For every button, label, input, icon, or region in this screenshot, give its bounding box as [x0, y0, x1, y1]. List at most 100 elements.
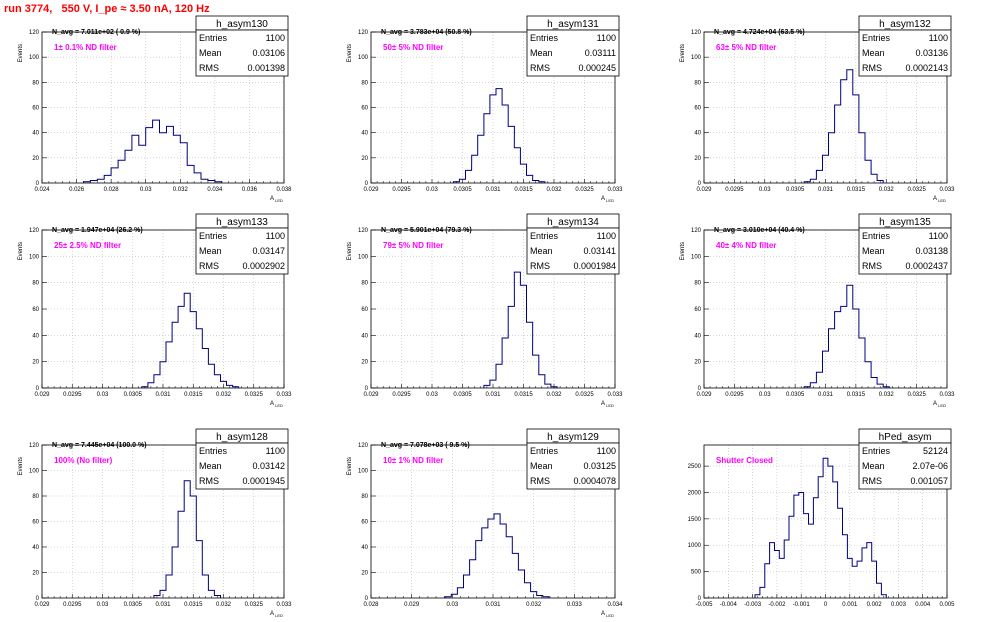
x-tick-label: 0.0315	[184, 392, 203, 398]
y-tick-label: 100	[29, 469, 40, 475]
stats-mean-label: Mean	[199, 246, 222, 256]
x-tick-label: 0.032	[546, 187, 562, 193]
y-tick-label: 100	[29, 55, 40, 61]
histogram-outline	[483, 271, 558, 388]
y-tick-label: 0	[698, 181, 702, 187]
stats-rms-value: 0.001398	[247, 63, 285, 73]
x-tick-label: 0.032	[879, 392, 895, 398]
x-tick-label: 0.0295	[63, 392, 82, 398]
stats-rms-label: RMS	[530, 261, 550, 271]
x-tick-label: 0.031	[818, 187, 834, 193]
stats-box	[858, 227, 952, 275]
stats-entries-label: Entries	[530, 446, 559, 456]
y-tick-label: 0	[365, 181, 369, 187]
stats-rms-value: 0.001057	[910, 476, 948, 486]
histogram-outline	[153, 480, 221, 598]
y-tick-label: 60	[361, 520, 368, 526]
y-tick-label: 1000	[688, 543, 702, 549]
stats-box	[526, 29, 620, 77]
stats-entries-value: 1100	[929, 33, 948, 43]
stats-box	[526, 227, 620, 275]
y-tick-label: 80	[32, 494, 39, 500]
x-tick-label: 0.0315	[514, 392, 533, 398]
x-tick-label: -0.003	[744, 602, 762, 608]
stats-entries-value: 1100	[266, 33, 285, 43]
x-tick-label: 0.003	[891, 602, 907, 608]
filter-label: 50± 5% ND filter	[383, 43, 443, 52]
x-tick-label: 0.0305	[453, 392, 472, 398]
x-tick-label: 0.032	[173, 187, 189, 193]
x-tick-label: -0.001	[793, 602, 811, 608]
navg-annotation: N_avg = 5.901e+04 (79.3 %)	[381, 227, 472, 234]
stats-rms-label: RMS	[530, 63, 550, 73]
y-tick-label: 60	[694, 106, 701, 112]
stats-mean-value: 0.03111	[585, 48, 616, 58]
stats-mean-label: Mean	[862, 246, 885, 256]
stats-entries-value: 1100	[597, 446, 616, 456]
y-tick-label: 120	[691, 228, 702, 234]
stats-entries-label: Entries	[530, 231, 559, 241]
y-axis-label: Events	[347, 457, 353, 475]
y-tick-label: 40	[32, 131, 39, 137]
x-axis-label: A LED	[270, 196, 283, 203]
x-tick-label: 0.0305	[124, 602, 143, 608]
y-tick-label: 20	[694, 156, 701, 162]
filter-label: 79± 5% ND filter	[383, 241, 443, 250]
x-tick-label: 0.0295	[725, 392, 744, 398]
x-axis-label: A LED	[270, 611, 283, 618]
histogram-outline	[444, 513, 550, 598]
x-tick-label: 0.036	[242, 187, 258, 193]
stats-rms-value: 0.0002143	[905, 63, 948, 73]
stats-mean-value: 0.03142	[252, 461, 285, 471]
x-tick-label: 0.0325	[245, 602, 264, 608]
x-tick-label: 0.033	[607, 392, 623, 398]
y-axis-label: Events	[347, 242, 353, 260]
y-tick-label: 100	[358, 469, 369, 475]
histogram-outline	[803, 69, 884, 183]
x-tick-label: 0.032	[526, 602, 542, 608]
stats-entries-label: Entries	[199, 446, 228, 456]
x-tick-label: 0.038	[276, 187, 292, 193]
x-tick-label: 0.0295	[392, 392, 411, 398]
navg-annotation: N_avg = 3.783e+04 (50.8 %)	[381, 29, 472, 36]
y-tick-label: 80	[361, 281, 368, 287]
x-tick-label: 0.03	[759, 187, 771, 193]
y-tick-label: 1500	[688, 517, 702, 523]
x-tick-label: 0.004	[915, 602, 931, 608]
x-tick-label: 0.0295	[392, 187, 411, 193]
stats-box	[195, 442, 289, 490]
x-tick-label: 0.032	[879, 187, 895, 193]
y-tick-label: 60	[361, 307, 368, 313]
y-tick-label: 0	[365, 386, 369, 392]
histogram-outline	[803, 284, 890, 388]
stats-box	[195, 227, 289, 275]
stats-rms-label: RMS	[530, 476, 550, 486]
filter-label: 1± 0.1% ND filter	[54, 43, 117, 52]
run-title: run 3774, 550 V, I_pe ≈ 3.50 nA, 120 Hz	[4, 3, 210, 15]
x-tick-label: 0.0325	[575, 187, 594, 193]
stats-box	[526, 442, 620, 490]
y-tick-label: 2000	[688, 490, 702, 496]
y-axis-label: Events	[18, 242, 24, 260]
y-tick-label: 100	[358, 254, 369, 260]
stats-rms-label: RMS	[199, 261, 219, 271]
x-tick-label: 0.029	[404, 602, 420, 608]
stats-mean-label: Mean	[862, 461, 885, 471]
x-tick-label: 0.0305	[786, 187, 805, 193]
x-tick-label: 0.0305	[453, 187, 472, 193]
x-tick-label: 0.002	[867, 602, 883, 608]
x-tick-label: 0.031	[818, 392, 834, 398]
histogram-name: h_asym131	[547, 19, 599, 30]
stats-rms-label: RMS	[862, 63, 882, 73]
y-tick-label: 20	[32, 571, 39, 577]
stats-entries-label: Entries	[862, 33, 891, 43]
y-tick-label: 120	[29, 443, 40, 449]
x-tick-label: 0.0325	[245, 392, 264, 398]
filter-label: Shutter Closed	[716, 456, 773, 465]
x-tick-label: 0.0325	[907, 187, 926, 193]
histogram-outline	[452, 88, 546, 183]
stats-entries-label: Entries	[199, 33, 228, 43]
navg-annotation: N_avg = 1.947e+04 (26.2 %)	[52, 227, 143, 234]
x-tick-label: 0.033	[607, 187, 623, 193]
